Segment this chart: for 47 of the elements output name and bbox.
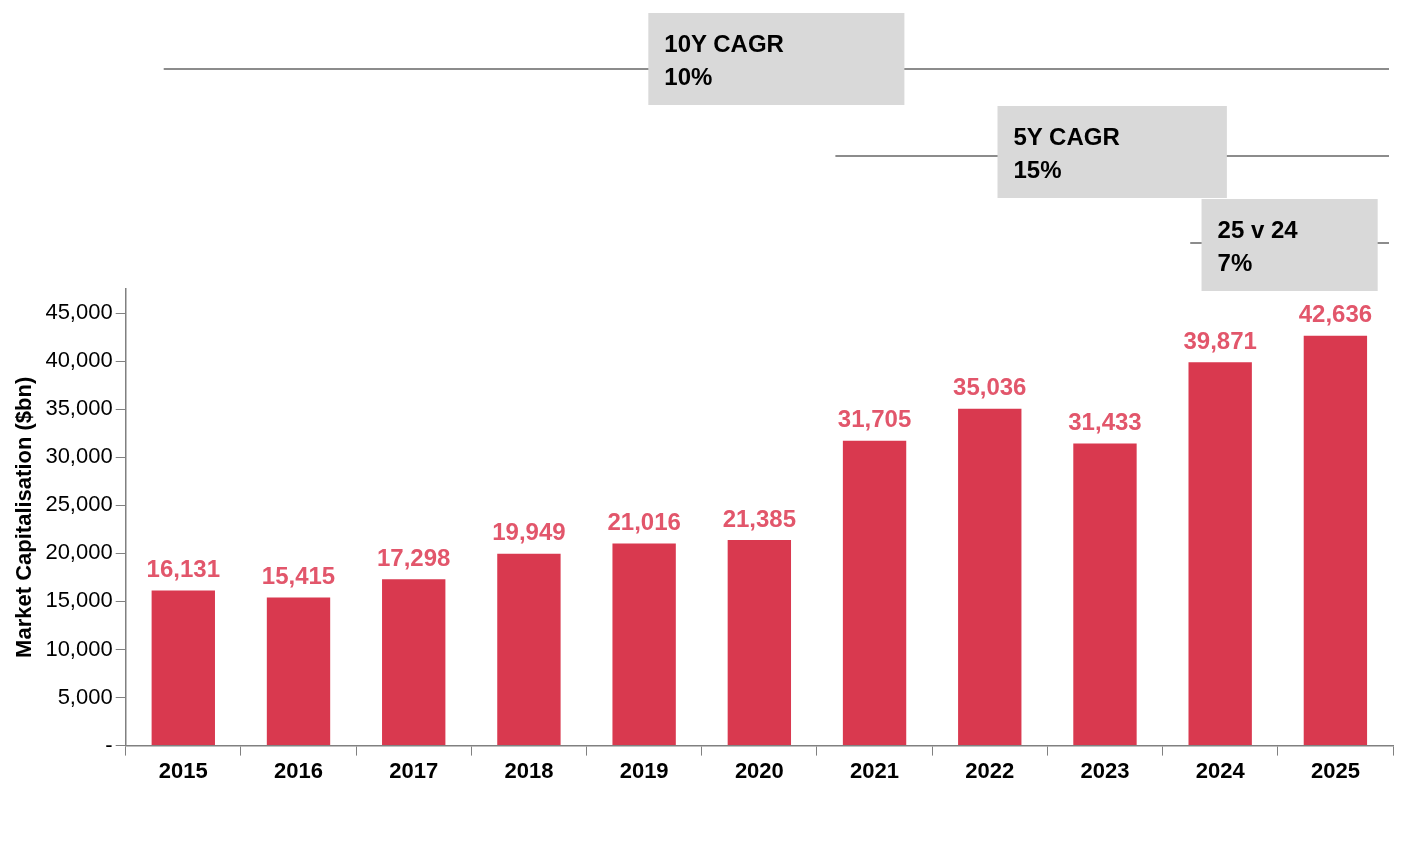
y-tick-label: 35,000 [45, 395, 113, 421]
x-tick-label: 2018 [504, 757, 554, 783]
x-tick-label: 2024 [1195, 757, 1246, 783]
x-tick-label: 2020 [734, 757, 784, 783]
bar [612, 543, 676, 746]
y-tick-label: 30,000 [45, 443, 113, 469]
y-tick-label: 25,000 [45, 491, 113, 517]
y-axis-title: Market Capitalisation ($bn) [11, 376, 37, 658]
y-tick-label: - [105, 731, 113, 757]
x-tick-label: 2016 [274, 757, 323, 783]
x-tick-label: 2019 [619, 757, 669, 783]
x-tick-label: 2015 [158, 757, 208, 783]
x-tick-label: 2021 [850, 757, 900, 783]
text: 10Y CAGR 10% [664, 29, 784, 90]
bar [1073, 443, 1137, 746]
data-label: 42,636 [1298, 300, 1373, 328]
x-tick-label: 2022 [965, 757, 1015, 783]
data-label: 31,433 [1068, 408, 1142, 436]
data-label: 39,871 [1183, 326, 1257, 354]
data-label: 21,016 [607, 508, 681, 536]
bar [1188, 362, 1252, 746]
bar [382, 579, 446, 746]
bar [727, 540, 792, 746]
text: 25 v 24 7% [1217, 215, 1299, 276]
bar [1303, 335, 1368, 746]
data-label: 16,131 [146, 555, 220, 583]
text: 5Y CAGR 15% [1013, 122, 1120, 183]
y-tick-label: 5,000 [57, 683, 113, 709]
bar [958, 408, 1022, 746]
data-label: 19,949 [492, 518, 566, 546]
y-tick-label: 20,000 [45, 539, 113, 565]
data-label: 31,705 [837, 405, 912, 433]
y-tick-label: 45,000 [45, 299, 113, 325]
bar [842, 440, 907, 746]
data-label: 35,036 [953, 373, 1027, 401]
bar [497, 553, 561, 746]
x-tick-label: 2025 [1310, 757, 1360, 783]
y-tick-label: 10,000 [45, 635, 113, 661]
data-label: 17,298 [377, 543, 451, 571]
bar [266, 597, 331, 746]
data-label: 21,385 [722, 504, 797, 532]
bar [151, 590, 215, 746]
x-tick-label: 2017 [389, 757, 439, 783]
data-label: 15,415 [261, 562, 336, 590]
y-tick-label: 15,000 [45, 587, 113, 613]
x-tick-label: 2023 [1080, 757, 1130, 783]
y-tick-label: 40,000 [45, 347, 113, 373]
